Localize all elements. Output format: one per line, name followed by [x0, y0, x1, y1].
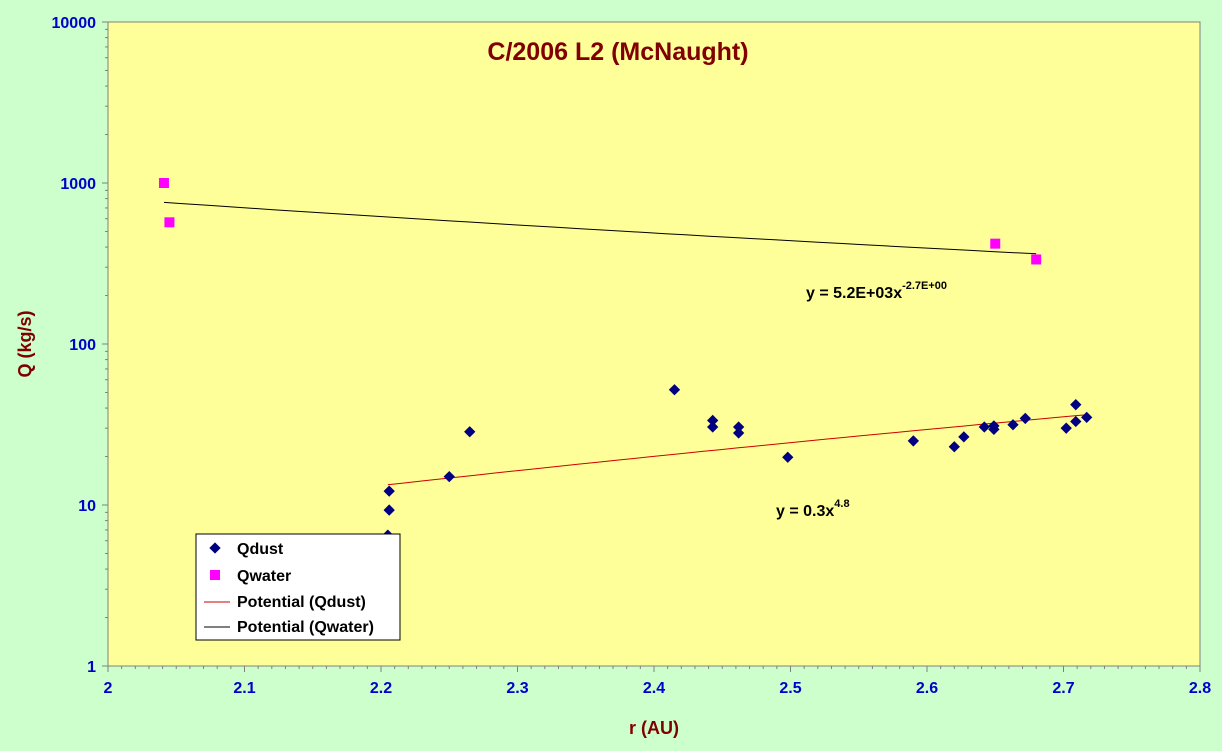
x-tick-label: 2.4: [643, 680, 665, 697]
x-tick-label: 2.6: [916, 680, 938, 697]
qwater-trend-equation-base: y = 5.2E+03x: [806, 285, 902, 302]
data-points: [158, 178, 1093, 541]
y-tick-label: 1000: [60, 176, 96, 193]
x-tick-label: 2.8: [1189, 680, 1211, 697]
qdust-point: [1019, 412, 1031, 425]
legend-qdust-trend-label: Potential (Qdust): [237, 594, 366, 611]
y-axis-label: Q (kg/s): [15, 310, 35, 377]
legend-qwater-label: Qwater: [237, 568, 291, 585]
qdust-point: [1007, 419, 1019, 431]
trendlines: [163, 201, 1087, 486]
qdust-trend-equation-exponent: 4.8: [834, 498, 849, 510]
legend-qwater-marker: [210, 570, 220, 580]
y-axis: 1 10 100 1000 10000: [52, 15, 109, 676]
qdust-point: [988, 423, 1000, 436]
qdust-point: [707, 414, 719, 427]
legend-qwater-trend-label: Potential (Qwater): [237, 619, 374, 636]
legend: Qdust Qwater Potential (Qdust) Potential…: [195, 533, 401, 641]
qdust-trend-equation-base: y = 0.3x: [776, 503, 834, 520]
qdust-point: [1081, 411, 1093, 424]
qwater-trend-line: [163, 201, 1037, 255]
qwater-point: [990, 238, 1001, 249]
x-tick-label: 2.3: [506, 680, 528, 697]
qdust-point: [707, 421, 719, 433]
qdust-point: [383, 504, 395, 516]
qdust-trend-equation: y = 0.3x4.8: [776, 498, 850, 520]
qdust-point: [978, 421, 990, 433]
qwater-point: [158, 178, 169, 188]
qwater-point: [164, 217, 175, 228]
qdust-point: [1070, 415, 1082, 428]
x-tick-label: 2.1: [233, 680, 255, 697]
y-tick-label: 10: [78, 498, 96, 515]
qdust-point: [948, 441, 960, 453]
qdust-point: [907, 435, 920, 447]
x-tick-label: 2.7: [1052, 680, 1074, 697]
qdust-point: [732, 421, 745, 433]
qwater-trend-equation: y = 5.2E+03x-2.7E+00: [806, 280, 947, 302]
qdust-point: [464, 426, 476, 438]
qdust-trend-line: [387, 414, 1087, 486]
qdust-point: [668, 384, 681, 396]
qdust-point: [383, 485, 395, 497]
x-tick-label: 2.5: [779, 680, 801, 697]
qwater-trend-equation-exponent: -2.7E+00: [902, 280, 947, 292]
x-tick-label: 2.2: [370, 680, 392, 697]
qdust-point: [782, 451, 794, 463]
y-tick-label: 1: [87, 659, 96, 676]
x-axis-label: r (AU): [629, 718, 679, 738]
qdust-point: [732, 427, 745, 439]
qdust-point: [1060, 422, 1072, 434]
legend-qdust-label: Qdust: [237, 541, 284, 558]
y-tick-label: 10000: [52, 15, 97, 32]
y-tick-label: 100: [69, 337, 96, 354]
qdust-point: [1070, 399, 1082, 411]
legend-qdust-marker: [209, 542, 221, 554]
x-tick-label: 2: [104, 680, 113, 697]
qwater-point: [1031, 254, 1042, 265]
chart-title: C/2006 L2 (McNaught): [487, 38, 748, 66]
qdust-point: [958, 431, 970, 443]
x-axis: 2 2.1 2.2 2.3 2.4 2.5 2.6 2.7 2.8: [104, 665, 1211, 697]
legend-box: [195, 533, 401, 641]
